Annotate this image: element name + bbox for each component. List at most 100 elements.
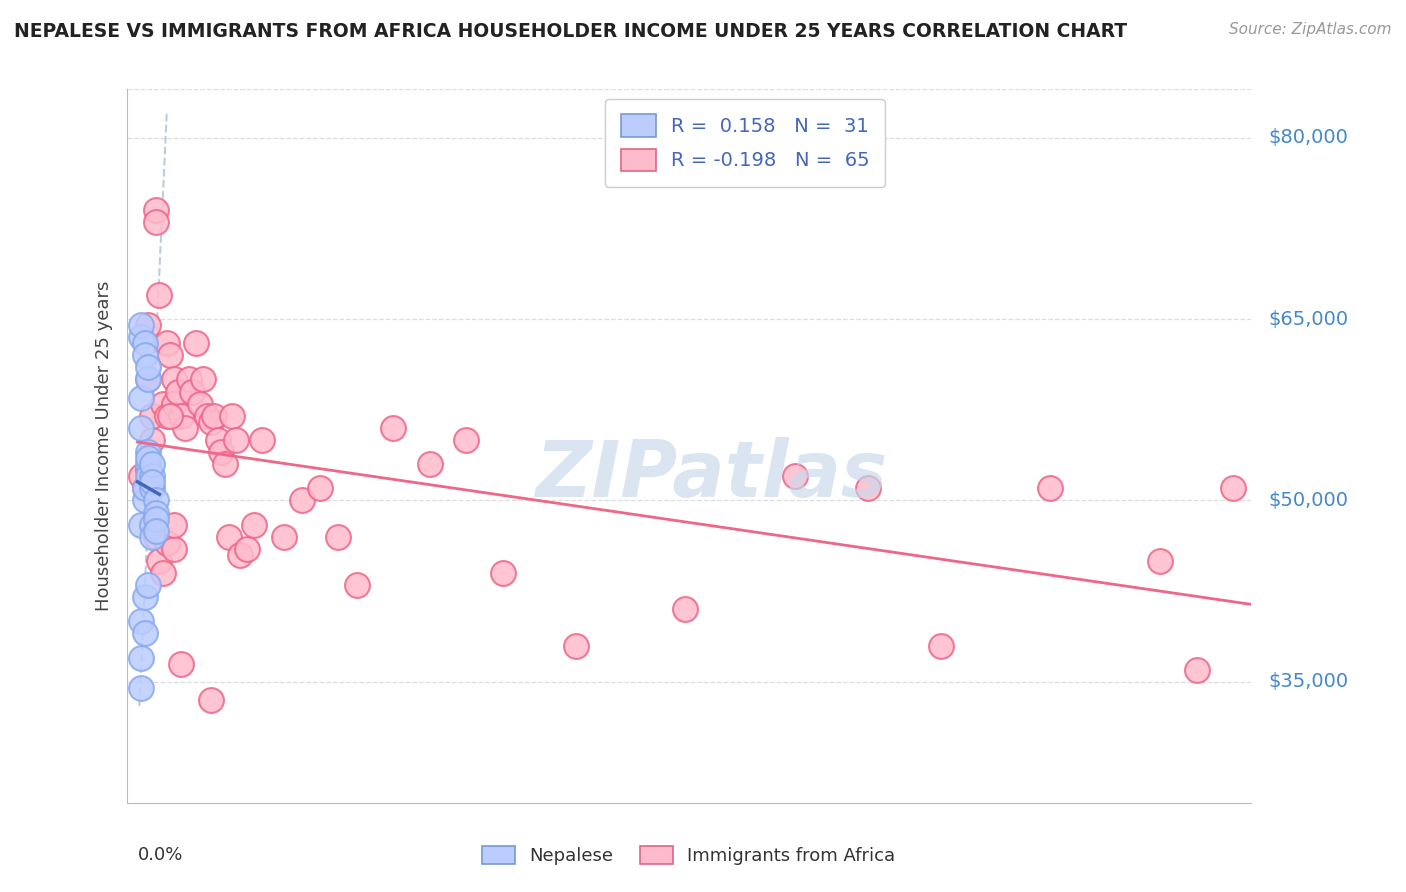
Point <box>129 615 152 629</box>
Text: Source: ZipAtlas.com: Source: ZipAtlas.com <box>1229 22 1392 37</box>
Point <box>145 203 167 218</box>
Point <box>129 517 152 532</box>
Point <box>170 409 193 423</box>
Point <box>564 639 586 653</box>
Point <box>152 566 174 580</box>
Text: $80,000: $80,000 <box>1268 128 1348 147</box>
Point <box>856 481 879 495</box>
Point <box>145 511 167 525</box>
Point <box>243 517 266 532</box>
Point <box>174 421 197 435</box>
Point <box>141 433 163 447</box>
Point <box>229 548 252 562</box>
Point <box>783 469 806 483</box>
Text: $65,000: $65,000 <box>1268 310 1348 328</box>
Point <box>200 415 222 429</box>
Point <box>1149 554 1171 568</box>
Point <box>148 554 170 568</box>
Point <box>134 493 156 508</box>
Point <box>129 421 152 435</box>
Point <box>456 433 478 447</box>
Point <box>138 451 160 466</box>
Point <box>129 318 152 332</box>
Point <box>200 693 222 707</box>
Point <box>145 493 167 508</box>
Point <box>163 517 186 532</box>
Point <box>145 215 167 229</box>
Point <box>141 469 163 483</box>
Point <box>250 433 273 447</box>
Point <box>236 541 259 556</box>
Point <box>129 681 152 695</box>
Point <box>159 409 181 423</box>
Point <box>156 409 179 423</box>
Point <box>148 288 170 302</box>
Point <box>929 639 952 653</box>
Point <box>225 433 247 447</box>
Point <box>163 397 186 411</box>
Point <box>138 318 160 332</box>
Point <box>141 409 163 423</box>
Text: $35,000: $35,000 <box>1268 673 1348 691</box>
Point <box>170 657 193 671</box>
Point <box>134 336 156 351</box>
Text: 0.0%: 0.0% <box>138 846 183 863</box>
Point <box>138 445 160 459</box>
Point <box>138 469 160 483</box>
Point <box>129 469 152 483</box>
Point <box>1222 481 1244 495</box>
Point <box>328 530 350 544</box>
Point <box>129 650 152 665</box>
Point <box>145 524 167 538</box>
Point <box>166 384 188 399</box>
Point <box>141 475 163 490</box>
Point <box>129 330 152 344</box>
Point <box>673 602 696 616</box>
Point <box>177 372 200 386</box>
Point <box>1185 663 1208 677</box>
Point <box>156 336 179 351</box>
Point <box>138 372 160 386</box>
Text: NEPALESE VS IMMIGRANTS FROM AFRICA HOUSEHOLDER INCOME UNDER 25 YEARS CORRELATION: NEPALESE VS IMMIGRANTS FROM AFRICA HOUSE… <box>14 22 1128 41</box>
Point <box>156 535 179 549</box>
Point <box>221 409 243 423</box>
Point <box>138 578 160 592</box>
Point <box>492 566 515 580</box>
Point <box>138 457 160 471</box>
Point <box>291 493 314 508</box>
Point <box>181 384 204 399</box>
Point <box>309 481 332 495</box>
Point <box>129 391 152 405</box>
Point <box>184 336 207 351</box>
Point <box>1039 481 1062 495</box>
Point <box>134 626 156 640</box>
Point <box>202 409 225 423</box>
Point <box>145 530 167 544</box>
Point <box>134 481 156 495</box>
Point <box>382 421 405 435</box>
Y-axis label: Householder Income Under 25 years: Householder Income Under 25 years <box>94 281 112 611</box>
Text: $50,000: $50,000 <box>1268 491 1348 510</box>
Point <box>138 360 160 375</box>
Point <box>163 541 186 556</box>
Point <box>134 590 156 604</box>
Point <box>141 517 163 532</box>
Point <box>163 372 186 386</box>
Point <box>134 481 156 495</box>
Text: ZIPatlas: ZIPatlas <box>536 436 887 513</box>
Point <box>218 530 240 544</box>
Point <box>134 348 156 362</box>
Point <box>214 457 236 471</box>
Point <box>419 457 441 471</box>
Point <box>211 445 233 459</box>
Point <box>141 517 163 532</box>
Point <box>273 530 295 544</box>
Point <box>141 530 163 544</box>
Point <box>207 433 229 447</box>
Point <box>145 506 167 520</box>
Point <box>159 348 181 362</box>
Point <box>195 409 218 423</box>
Legend: Nepalese, Immigrants from Africa: Nepalese, Immigrants from Africa <box>475 838 903 872</box>
Point <box>138 372 160 386</box>
Point <box>346 578 368 592</box>
